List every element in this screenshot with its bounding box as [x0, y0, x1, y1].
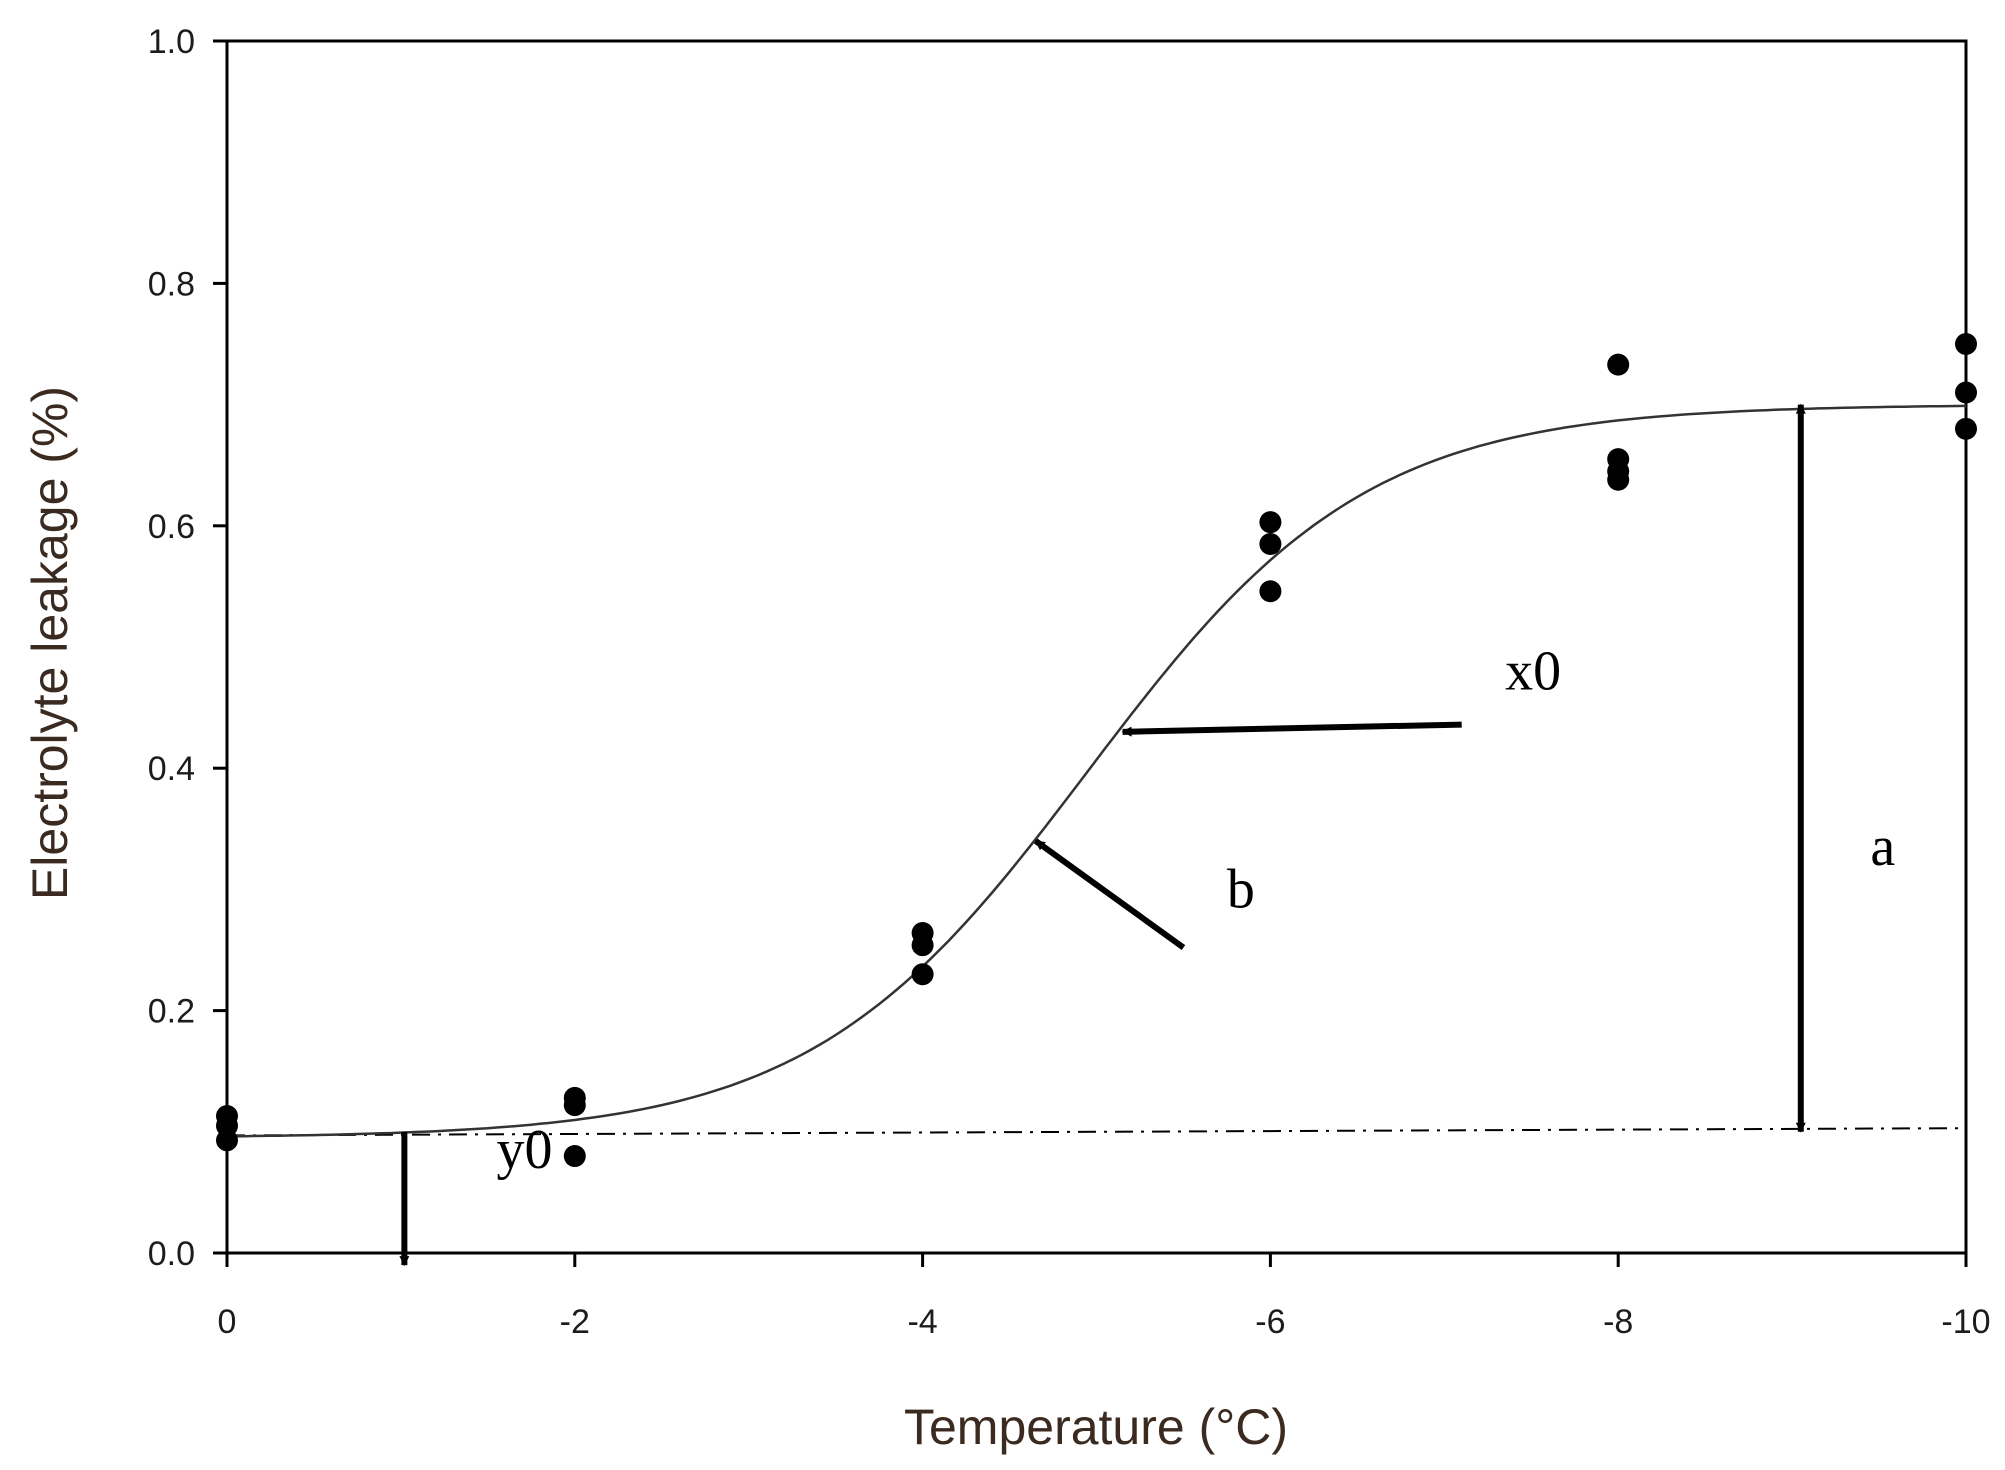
data-point [563, 1145, 586, 1168]
data-point [216, 1129, 238, 1152]
data-point [1259, 511, 1282, 534]
sigmoid-fit-curve [226, 404, 1967, 1138]
data-point [911, 934, 934, 957]
annotation-arrow-x0 [1121, 721, 1462, 737]
annotation-arrow-b [1033, 838, 1186, 951]
data-point [563, 1094, 586, 1117]
y-tick-label: 0.0 [148, 1235, 195, 1273]
y-tick-label: 0.4 [148, 750, 195, 788]
data-point [1607, 468, 1630, 491]
baseline-y0-line [226, 1127, 1967, 1137]
y-axis-title: Electrolyte leakage (%) [22, 386, 78, 900]
annotation-label-x0: x0 [1505, 640, 1561, 702]
y-tick-label: 1.0 [148, 23, 195, 61]
annotation-label-y0: y0 [497, 1119, 553, 1181]
x-axis-title: Temperature (°C) [904, 1399, 1288, 1455]
x-tick-label: -8 [1603, 1303, 1633, 1341]
data-point [911, 963, 934, 986]
plot-frame [225, 39, 1968, 1255]
y-tick-label: 0.6 [148, 508, 195, 546]
data-point [1259, 580, 1282, 603]
x-tick-label: 0 [218, 1303, 237, 1341]
data-point [1607, 353, 1630, 376]
data-point [1955, 417, 1977, 440]
x-tick-label: -2 [560, 1303, 590, 1341]
data-point [1955, 381, 1977, 404]
x-tick-label: -10 [1941, 1303, 1990, 1341]
x-tick-label: -4 [907, 1303, 937, 1341]
data-point [1259, 532, 1282, 555]
x-tick-label: -6 [1255, 1303, 1285, 1341]
y-tick-label: 0.2 [148, 993, 195, 1031]
annotation-label-b: b [1227, 859, 1255, 921]
y-tick-label: 0.8 [148, 265, 195, 303]
data-point [1955, 333, 1977, 355]
annotation-label-a: a [1870, 816, 1895, 878]
